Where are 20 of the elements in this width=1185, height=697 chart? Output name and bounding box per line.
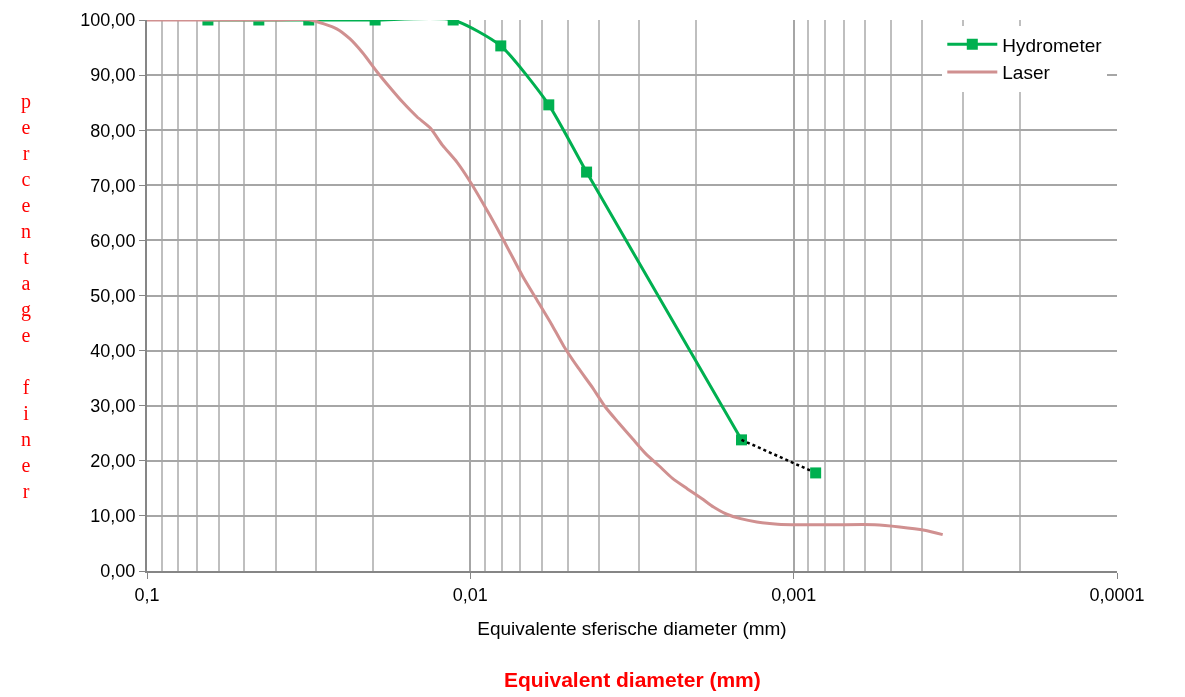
- y-tick-label: 60,00: [90, 230, 136, 251]
- y-tick-label: 100,00: [80, 10, 136, 31]
- y-tick-label: 30,00: [90, 396, 136, 416]
- legend-label: Laser: [1002, 62, 1051, 84]
- y-tick-label: 90,00: [90, 65, 136, 86]
- text: Equivalent diameter (mm): [504, 668, 761, 691]
- y-tick-label: 10,00: [90, 506, 136, 527]
- x-tick-label: 0,01: [452, 584, 488, 605]
- x-tick-label: 0,1: [134, 584, 160, 605]
- x-tick-label: 0,001: [771, 584, 817, 605]
- y-tick-label: 50,00: [90, 285, 136, 306]
- y-tick-label: 80,00: [90, 120, 136, 141]
- x-axis-title: Equivalente sferische diameter (mm): [477, 617, 787, 639]
- y-tick-label: 70,00: [90, 175, 136, 196]
- y-tick-label: 40,00: [90, 340, 136, 361]
- y-tick-label: 0,00: [100, 561, 136, 582]
- text: percentage finer: [21, 90, 31, 502]
- y-tick-label: 20,00: [90, 451, 136, 472]
- x-tick-label: 0,0001: [1089, 584, 1145, 605]
- legend-label: Hydrometer: [1002, 34, 1103, 56]
